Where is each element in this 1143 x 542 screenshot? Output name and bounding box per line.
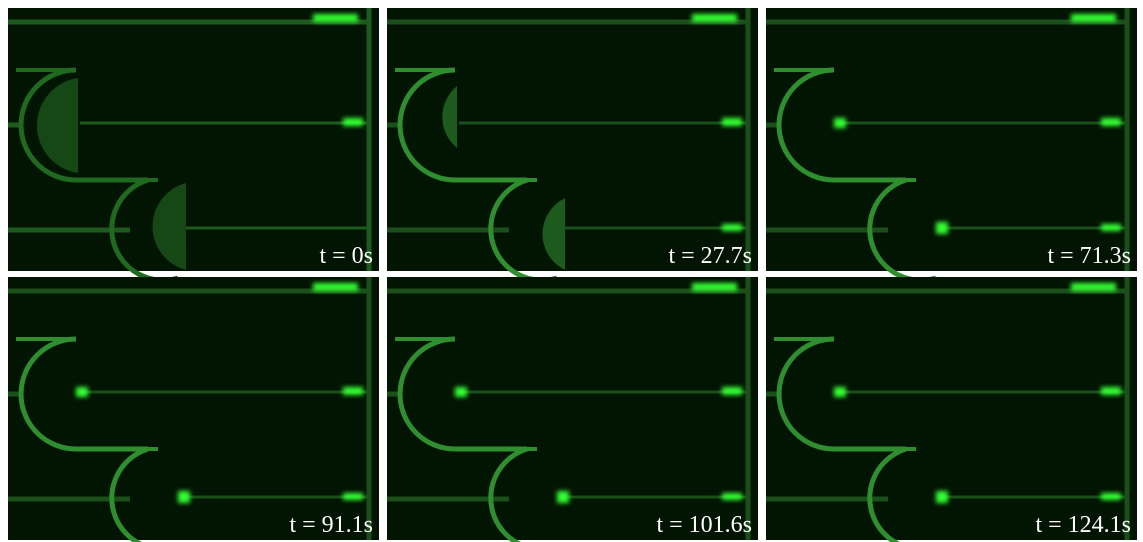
glow-spot bbox=[313, 14, 358, 22]
glow-spot bbox=[936, 222, 948, 234]
time-label: t = 0s bbox=[319, 243, 373, 269]
time-label: t = 27.7s bbox=[668, 243, 752, 269]
time-label: t = 124.1s bbox=[1035, 512, 1131, 538]
glow-spot bbox=[1071, 283, 1116, 291]
glow-spot bbox=[1071, 14, 1116, 22]
time-label: t = 91.1s bbox=[289, 512, 373, 538]
time-label: t = 71.3s bbox=[1047, 243, 1131, 269]
glow-spot bbox=[343, 493, 363, 500]
panel: t = 71.3s bbox=[766, 8, 1137, 280]
glow-spot bbox=[1101, 493, 1121, 500]
glow-spot bbox=[722, 118, 742, 126]
glow-spot bbox=[936, 491, 948, 503]
glow-spot bbox=[455, 387, 467, 397]
glow-spot bbox=[313, 283, 358, 291]
glow-spot bbox=[722, 493, 742, 500]
glow-spot bbox=[834, 118, 846, 128]
panel: t = 27.7s bbox=[387, 8, 758, 280]
glow-spot bbox=[343, 118, 363, 126]
panel: t = 91.1s bbox=[8, 277, 379, 542]
glow-spot bbox=[1101, 387, 1121, 395]
glow-spot bbox=[834, 387, 846, 397]
panel: t = 124.1s bbox=[766, 277, 1137, 542]
glow-spot bbox=[722, 387, 742, 395]
panel: t = 101.6s bbox=[387, 277, 758, 542]
time-label: t = 101.6s bbox=[656, 512, 752, 538]
panel: t = 0s bbox=[8, 8, 379, 280]
glow-spot bbox=[178, 491, 190, 503]
glow-spot bbox=[76, 387, 88, 397]
glow-spot bbox=[1101, 224, 1121, 231]
figure: t = 0s t = 27.7s t = 71.3s t = 91.1s t = 101… bbox=[0, 0, 1143, 542]
glow-spot bbox=[722, 224, 742, 231]
glow-spot bbox=[692, 14, 737, 22]
glow-spot bbox=[557, 491, 569, 503]
glow-spot bbox=[692, 283, 737, 291]
glow-spot bbox=[343, 387, 363, 395]
glow-spot bbox=[1101, 118, 1121, 126]
